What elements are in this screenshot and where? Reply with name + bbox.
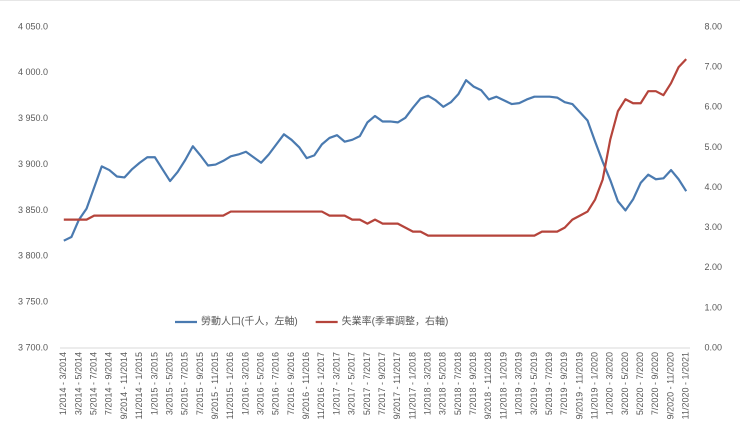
x-tick-label: 11/2015 - 1/2016 [225, 352, 235, 419]
y-tick-label: 3 750.0 [18, 297, 48, 307]
y-tick-label: 3 950.0 [18, 113, 48, 123]
x-tick-label: 5/2019 - 7/2019 [544, 352, 554, 415]
y2-tick-label: 4.00 [704, 182, 722, 192]
series-line [63, 58, 687, 237]
x-tick-label: 9/2015 - 11/2015 [210, 352, 220, 419]
legend-label: 勞動人口(千人，左軸) [201, 315, 298, 328]
x-tick-label: 9/2016 - 11/2016 [301, 352, 311, 419]
y2-tick-label: 0.00 [704, 342, 722, 352]
x-tick-label: 7/2014 - 9/2014 [104, 352, 114, 415]
y2-tick-label: 7.00 [704, 62, 722, 72]
x-tick-label: 7/2016 - 9/2016 [286, 352, 296, 415]
x-tick-label: 1/2016 - 3/2016 [240, 352, 250, 415]
y2-tick-label: 6.00 [704, 102, 722, 112]
x-tick-label: 11/2017 - 1/2018 [407, 352, 417, 419]
x-tick-label: 7/2017 - 9/2017 [377, 352, 387, 415]
x-tick-label: 5/2018 - 7/2018 [453, 352, 463, 415]
y-tick-label: 4 000.0 [18, 67, 48, 77]
series-line [63, 79, 688, 242]
x-tick-label: 5/2016 - 7/2016 [271, 352, 281, 415]
x-tick-label: 1/2015 - 3/2015 [149, 352, 159, 415]
x-tick-label: 3/2020 - 5/2020 [620, 352, 630, 415]
x-tick-label: 9/2017 - 11/2017 [392, 352, 402, 419]
x-tick-label: 5/2020 - 7/2020 [635, 352, 645, 415]
y-tick-label: 3 700.0 [18, 342, 48, 352]
x-tick-label: 9/2019 - 11/2019 [574, 352, 584, 419]
y-tick-label: 3 800.0 [18, 251, 48, 261]
x-tick-label: 1/2019 - 3/2019 [514, 352, 524, 415]
y2-tick-label: 1.00 [704, 302, 722, 312]
x-tick-label: 9/2020 - 11/2020 [665, 352, 675, 419]
y-tick-label: 4 050.0 [18, 21, 48, 31]
x-tick-label: 1/2017 - 3/2017 [331, 352, 341, 415]
x-tick-label: 3/2016 - 5/2016 [256, 352, 266, 415]
x-tick-label: 11/2016 - 1/2017 [316, 352, 326, 419]
x-tick-label: 5/2014 - 7/2014 [89, 352, 99, 415]
x-tick-label: 11/2019 - 1/2020 [589, 352, 599, 419]
x-tick-label: 5/2015 - 7/2015 [180, 352, 190, 415]
x-tick-label: 7/2015 - 9/2015 [195, 352, 205, 415]
x-tick-label: 3/2017 - 5/2017 [347, 352, 357, 415]
x-tick-label: 1/2020 - 3/2020 [605, 352, 615, 415]
y2-tick-label: 2.00 [704, 262, 722, 272]
legend-label: 失業率(季軍調整，右軸) [342, 315, 449, 328]
x-tick-label: 5/2017 - 7/2017 [362, 352, 372, 415]
x-tick-label: 7/2019 - 9/2019 [559, 352, 569, 415]
x-tick-label: 7/2018 - 9/2018 [468, 352, 478, 415]
x-tick-label: 3/2014 - 5/2014 [73, 352, 83, 415]
x-tick-label: 3/2015 - 5/2015 [164, 352, 174, 415]
x-tick-label: 1/2014 - 3/2014 [58, 352, 68, 415]
y2-tick-label: 3.00 [704, 222, 722, 232]
x-tick-label: 3/2019 - 5/2019 [529, 352, 539, 415]
x-tick-label: 9/2018 - 11/2018 [483, 352, 493, 419]
y2-tick-label: 8.00 [704, 21, 722, 31]
x-tick-label: 9/2014 - 11/2014 [119, 352, 129, 419]
x-tick-label: 7/2020 - 9/2020 [650, 352, 660, 415]
x-tick-label: 11/2018 - 1/2019 [498, 352, 508, 419]
y-tick-label: 3 900.0 [18, 159, 48, 169]
x-tick-label: 11/2020 - 1/2021 [681, 352, 691, 419]
x-tick-label: 1/2018 - 3/2018 [423, 352, 433, 415]
x-tick-label: 11/2014 - 1/2015 [134, 352, 144, 419]
y2-tick-label: 5.00 [704, 142, 722, 152]
y-tick-label: 3 850.0 [18, 205, 48, 215]
x-tick-label: 3/2018 - 5/2018 [438, 352, 448, 415]
